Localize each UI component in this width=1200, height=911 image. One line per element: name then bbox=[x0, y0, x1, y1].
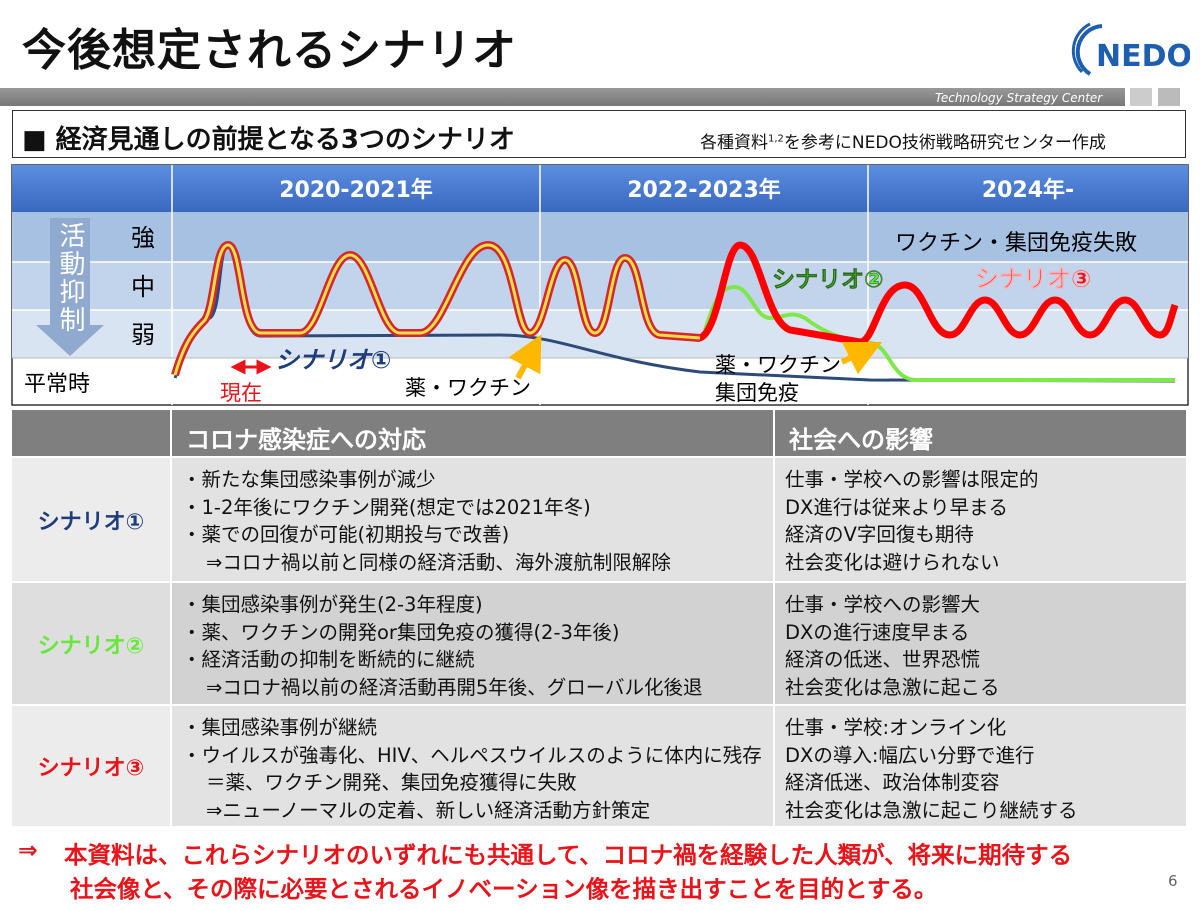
response-line: ⇒ニューノーマルの定着、新しい経済活動方針策定 bbox=[206, 798, 651, 822]
section-box bbox=[12, 110, 1186, 158]
response-line: ・1-2年後にワクチン開発(想定では2021年冬) bbox=[182, 495, 591, 519]
scenario-table: コロナ感染症への対応 社会への影響 シナリオ① ・新たな集団感染事例が減少 ・1-2年後… bbox=[12, 410, 1188, 828]
response-line: ⇒コロナ禍以前の経済活動再開5年後、グローバル化後退 bbox=[206, 675, 703, 699]
impact-line: 仕事・学校への影響大 bbox=[785, 593, 981, 616]
header-cell: コロナ感染症への対応 bbox=[172, 410, 775, 458]
logo-text: NEDO bbox=[1096, 39, 1190, 74]
impact-line: 経済の低迷、世界恐慌 bbox=[785, 648, 981, 671]
header-cell: 社会への影響 bbox=[775, 410, 1188, 458]
impact-line: 仕事・学校:オンライン化 bbox=[785, 716, 1007, 739]
source-sup: 1,2 bbox=[768, 133, 784, 145]
response-line: ⇒コロナ禍以前と同様の経済活動、海外渡航制限解除 bbox=[206, 550, 671, 574]
response-line: ・集団感染事例が継続 bbox=[182, 716, 378, 739]
drug-arrow bbox=[508, 334, 542, 380]
source-note: 各種資料1,2を参考にNEDO技術戦略研究センター作成 bbox=[700, 128, 1106, 153]
drug-label: 薬・ワクチン bbox=[405, 376, 531, 400]
drug-arrow bbox=[840, 341, 883, 375]
impact-line: 経済低迷、政治体制変容 bbox=[785, 771, 1000, 794]
impact-cell: 仕事・学校への影響は限定的 DX進行は従来より早まる 経済のV字回復も期待社会変化は… bbox=[775, 458, 1188, 583]
scenario-name: シナリオ① bbox=[12, 458, 172, 583]
conclusion-line: 本資料は、これらシナリオのいずれにも共通して、コロナ禍を経験した人類が、将来に期… bbox=[64, 841, 1073, 869]
header-bar bbox=[0, 88, 1125, 106]
response-cell: ・集団感染事例が継続・ウイルスが強毒化、HIV、ヘルペスウイルスのように体内に残… bbox=[172, 706, 775, 828]
scenario3-curve bbox=[659, 241, 1179, 346]
response-line: ・薬での回復が可能(初期投与で改善) bbox=[182, 523, 510, 546]
level-label: 弱 bbox=[131, 321, 155, 349]
source-text: 各種資料 bbox=[700, 133, 768, 153]
common-wave bbox=[173, 243, 701, 376]
header-block bbox=[1158, 88, 1180, 106]
header-cell bbox=[12, 410, 172, 458]
baseline-label: 平常時 bbox=[24, 372, 90, 397]
section-title: ■ 経済見通しの前提となる3つのシナリオ bbox=[22, 125, 515, 155]
impact-line: 社会変化は急激に起こり継続する bbox=[785, 798, 1078, 822]
conclusion-arrow: ⇒ bbox=[18, 836, 38, 864]
response-line: ・薬、ワクチンの開発or集団免疫の獲得(2-3年後) bbox=[182, 620, 620, 644]
response-line: ・経済活動の抑制を断続的に継続 bbox=[182, 648, 475, 671]
period-header bbox=[12, 165, 1188, 212]
org-name: Technology Strategy Center bbox=[935, 91, 1103, 105]
header-block bbox=[1130, 88, 1152, 106]
response-line: ＝薬、ワクチン開発、集団免疫獲得に失敗 bbox=[206, 771, 577, 794]
scenario1-label: シナリオ① bbox=[275, 346, 391, 374]
response-line: ・集団感染事例が発生(2-3年程度) bbox=[182, 593, 483, 616]
scenario3-label: シナリオ③ bbox=[975, 265, 1091, 293]
impact-cell: 仕事・学校への影響大 DXの進行速度早まる 経済の低迷、世界恐慌 社会変化は急激に起こ… bbox=[775, 583, 1188, 706]
axis-arrow bbox=[36, 218, 104, 356]
band-strong bbox=[12, 212, 1188, 262]
response-line: ・新たな集団感染事例が減少 bbox=[182, 468, 436, 491]
level-label: 強 bbox=[131, 224, 155, 252]
response-line: ・ウイルスが強毒化、HIV、ヘルペスウイルスのように体内に残存 bbox=[182, 743, 762, 767]
period-label: 2020-2021年 bbox=[279, 177, 433, 203]
impact-line: DX進行は従来より早まる bbox=[785, 495, 1008, 519]
herd-label: 集団免疫 bbox=[715, 381, 799, 405]
failure-label: ワクチン・集団免疫失敗 bbox=[895, 231, 1137, 256]
scenario2-label: シナリオ② bbox=[772, 267, 883, 293]
logo-arc bbox=[1071, 22, 1091, 74]
axis-label: 活動抑制 bbox=[55, 222, 85, 334]
logo-arc bbox=[1075, 24, 1103, 76]
now-label: 現在 bbox=[220, 381, 262, 405]
impact-line: 社会変化は避けられない bbox=[785, 550, 1000, 574]
slide-title: 今後想定されるシナリオ bbox=[22, 25, 517, 76]
conclusion-line: 社会像と、その際に必要とされるイノベーション像を描き出すことを目的とする。 bbox=[70, 875, 938, 903]
scenario-name: シナリオ② bbox=[12, 583, 172, 706]
level-label: 中 bbox=[131, 273, 155, 301]
source-text: を参考にNEDO技術戦略研究センター作成 bbox=[783, 133, 1106, 153]
impact-line: 仕事・学校への影響は限定的 bbox=[785, 468, 1039, 491]
logo: NEDO bbox=[1071, 22, 1190, 76]
impact-line: 社会変化は急激に起こる bbox=[785, 675, 1000, 699]
drug-label: 薬・ワクチン bbox=[715, 353, 841, 377]
impact-cell: 仕事・学校:オンライン化 DXの導入:幅広い分野で進行 経済低迷、政治体制変容社会変… bbox=[775, 706, 1188, 828]
scenario-diagram: 2020-2021年 2022-2023年 2024年- 活動抑制 強 中 弱 … bbox=[11, 164, 1189, 406]
response-cell: ・新たな集団感染事例が減少・1-2年後にワクチン開発(想定では2021年冬) ・薬… bbox=[172, 458, 775, 583]
scenario-name: シナリオ③ bbox=[12, 706, 172, 828]
period-label: 2022-2023年 bbox=[627, 177, 781, 203]
impact-line: DXの進行速度早まる bbox=[785, 620, 970, 644]
section-title-text: 経済見通しの前提となる3つのシナリオ bbox=[55, 125, 515, 155]
impact-line: DXの導入:幅広い分野で進行 bbox=[785, 743, 1035, 767]
page-number: 6 bbox=[1168, 872, 1178, 890]
period-label: 2024年- bbox=[982, 177, 1074, 203]
response-cell: ・集団感染事例が発生(2-3年程度) ・薬、ワクチンの開発or集団免疫の獲得(2-… bbox=[172, 583, 775, 706]
impact-line: 経済のV字回復も期待 bbox=[785, 523, 974, 546]
